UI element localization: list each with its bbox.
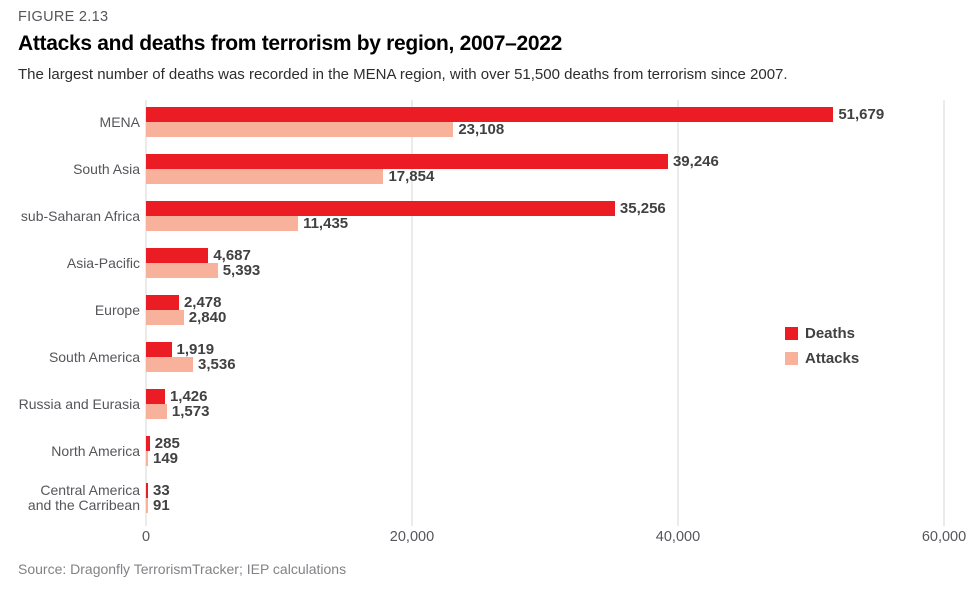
- value-label-deaths: 4,687: [213, 247, 251, 264]
- value-label-attacks: 23,108: [458, 121, 505, 138]
- value-label-deaths: 35,256: [619, 200, 666, 217]
- bar-line: 149: [146, 451, 944, 466]
- value-label-attacks: 5,393: [222, 262, 261, 279]
- x-tick-label: 40,000: [655, 529, 701, 545]
- bar-row: 285 149: [146, 436, 944, 466]
- value-label-deaths: 39,246: [672, 153, 719, 170]
- bar-attacks: [146, 122, 454, 137]
- value-label-attacks: 11,435: [303, 215, 349, 232]
- bar-line: 1,426: [146, 389, 944, 404]
- category-label: North America: [51, 442, 140, 459]
- bar-line: 17,854: [146, 169, 944, 184]
- value-label-deaths: 1,426: [169, 388, 208, 405]
- value-label-attacks: 17,854: [388, 168, 435, 185]
- legend: Deaths Attacks: [785, 325, 859, 375]
- bar-attacks: [146, 357, 194, 372]
- bar-deaths: [146, 295, 179, 310]
- legend-label: Deaths: [805, 325, 856, 342]
- bar-line: 2,840: [146, 310, 944, 325]
- legend-swatch-attacks: [785, 352, 798, 365]
- gridline: [677, 100, 679, 526]
- value-label-attacks: 1,573: [171, 403, 210, 420]
- bar-line: 1,573: [146, 404, 944, 419]
- bar-line: 23,108: [146, 122, 944, 137]
- value-label-attacks: 91: [153, 497, 170, 514]
- bar-attacks: [146, 451, 148, 466]
- category-labels: MENA South Asia sub-Saharan Africa Asia-Pac…: [0, 107, 140, 530]
- plot-area: 51,679 23,108 39,246 17,854 35,256 11,435 4,68…: [145, 100, 945, 526]
- value-label-deaths: 33: [153, 482, 170, 499]
- figure-label: FIGURE 2.13: [18, 9, 109, 25]
- bar-row: 39,246 17,854: [146, 154, 944, 184]
- bar-line: 51,679: [146, 107, 944, 122]
- category-label: Russia and Eurasia: [18, 395, 140, 412]
- x-axis: 0 20,000 40,000 60,000: [142, 529, 966, 549]
- bar-row: 35,256 11,435: [146, 201, 944, 231]
- category-label: Central America and the Carribean: [27, 482, 140, 513]
- bar-line: 3,536: [146, 357, 944, 372]
- bar-deaths: [146, 107, 834, 122]
- category-label: Asia-Pacific: [66, 254, 140, 271]
- bar-deaths: [146, 248, 209, 263]
- chart-title: Attacks and deaths from terrorism by reg…: [18, 32, 563, 55]
- legend-swatch-deaths: [785, 327, 798, 340]
- bar-line: 285: [146, 436, 944, 451]
- gridline: [411, 100, 413, 526]
- x-tick-label: 20,000: [389, 529, 435, 545]
- category-label: MENA: [99, 113, 140, 130]
- bar-row: 33 91: [146, 483, 944, 513]
- bar-deaths: [146, 483, 148, 498]
- bar-deaths: [146, 154, 668, 169]
- bar-line: 35,256: [146, 201, 944, 216]
- value-label-attacks: 2,840: [188, 309, 227, 326]
- bar-attacks: [146, 216, 299, 231]
- value-label-deaths: 51,679: [838, 106, 885, 123]
- bar-attacks: [146, 404, 167, 419]
- bar-row: 4,687 5,393: [146, 248, 944, 278]
- bar-deaths: [146, 436, 150, 451]
- category-label: Europe: [94, 301, 140, 318]
- category-label: South Asia: [73, 160, 140, 177]
- chart-subtitle: The largest number of deaths was recorde…: [18, 66, 788, 83]
- source-note: Source: Dragonfly TerrorismTracker; IEP …: [18, 561, 347, 577]
- bar-row: 1,426 1,573: [146, 389, 944, 419]
- legend-item-attacks: Attacks: [785, 350, 859, 367]
- bar-row: 1,919 3,536: [146, 342, 944, 372]
- bar-row: 2,478 2,840: [146, 295, 944, 325]
- bar-line: 5,393: [146, 263, 944, 278]
- value-label-deaths: 285: [154, 435, 180, 452]
- bar-line: 1,919: [146, 342, 944, 357]
- bar-deaths: [146, 342, 172, 357]
- bar-line: 39,246: [146, 154, 944, 169]
- bar-deaths: [146, 389, 165, 404]
- legend-label: Attacks: [805, 350, 860, 367]
- x-tick-label: 0: [141, 529, 151, 545]
- bar-line: 11,435: [146, 216, 944, 231]
- value-label-deaths: 1,919: [176, 341, 215, 358]
- value-label-attacks: 149: [153, 450, 179, 467]
- bar-line: 4,687: [146, 248, 944, 263]
- bar-attacks: [146, 310, 184, 325]
- value-label-deaths: 2,478: [183, 294, 222, 311]
- legend-item-deaths: Deaths: [785, 325, 859, 342]
- bar-attacks: [146, 169, 384, 184]
- gridline: [943, 100, 945, 526]
- category-label: South America: [48, 348, 140, 365]
- bar-line: 33: [146, 483, 944, 498]
- bar-line: 2,478: [146, 295, 944, 310]
- bar-line: 91: [146, 498, 944, 513]
- category-label: sub-Saharan Africa: [20, 207, 140, 224]
- bar-attacks: [146, 263, 218, 278]
- x-tick-label: 60,000: [921, 529, 967, 545]
- bar-row: 51,679 23,108: [146, 107, 944, 137]
- value-label-attacks: 3,536: [198, 356, 236, 373]
- bar-rows: 51,679 23,108 39,246 17,854 35,256 11,435 4,68…: [146, 107, 944, 530]
- bar-deaths: [146, 201, 615, 216]
- bar-attacks: [146, 498, 148, 513]
